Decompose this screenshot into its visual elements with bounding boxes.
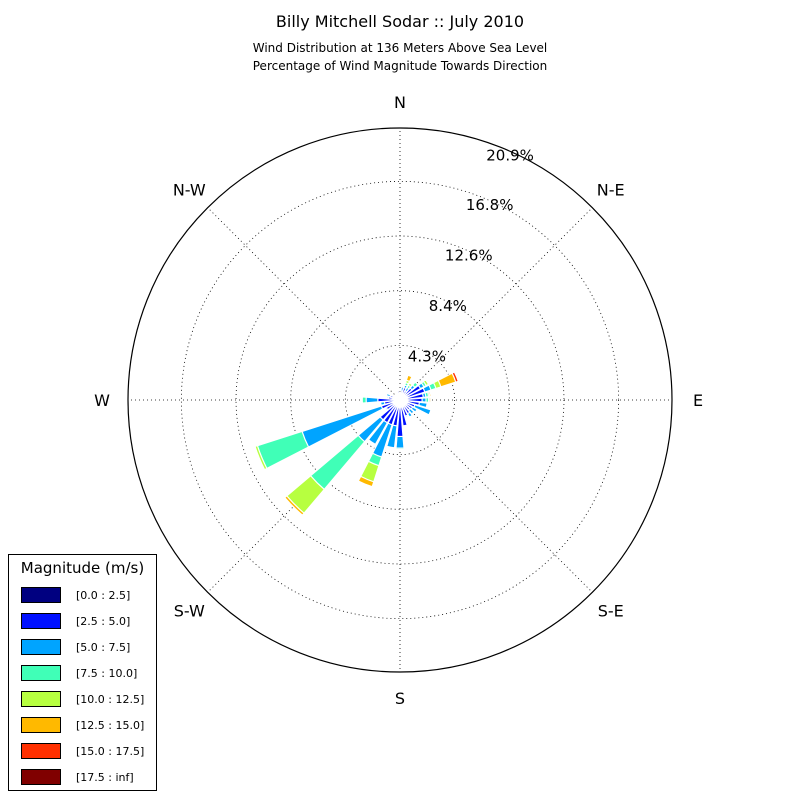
legend-swatch-0	[21, 587, 61, 603]
legend-swatch-4	[21, 691, 61, 707]
sector-22-band-2	[301, 399, 401, 448]
direction-label-s-e: S-E	[598, 602, 624, 621]
grid-spoke-n-w	[207, 207, 401, 401]
legend-label-0: [0.0 : 2.5]	[76, 589, 131, 602]
sector-24	[361, 396, 401, 404]
legend: Magnitude (m/s) [0.0 : 2.5] [2.5 : 5.0] [5…	[8, 554, 157, 791]
legend-label-5: [12.5 : 15.0]	[76, 719, 145, 732]
sector-24-band-1	[377, 397, 401, 403]
direction-label-s-w: S-W	[174, 602, 205, 621]
grid-ring-3	[180, 180, 620, 620]
polar-labels: N N-E E S-E S S-W W N-W 4.3% 8.4% 12.6% 16.8% 20.9%	[94, 93, 703, 708]
ring-label-0: 4.3%	[408, 348, 446, 366]
sector-7	[399, 390, 432, 401]
sector-8	[399, 396, 432, 404]
chart-subtitle-line-2: Percentage of Wind Magnitude Towards Dir…	[252, 59, 548, 73]
ring-label-4: 20.9%	[486, 147, 534, 165]
legend-label-1: [2.5 : 5.0]	[76, 615, 131, 628]
sector-20-band-1	[379, 399, 401, 421]
ring-label-2: 12.6%	[445, 247, 493, 265]
legend-swatch-5	[21, 717, 61, 733]
direction-label-n-e: N-E	[597, 180, 625, 199]
legend-swatch-2	[21, 639, 61, 655]
grid-ring-0	[344, 344, 456, 456]
legend-label-6: [15.0 : 17.5]	[76, 745, 145, 758]
legend-label-3: [7.5 : 10.0]	[76, 667, 138, 680]
legend-label-7: [17.5 : inf]	[76, 771, 134, 784]
direction-label-s: S	[395, 689, 405, 708]
legend-swatch-7	[21, 769, 61, 785]
sector-6	[399, 371, 460, 401]
direction-label-n: N	[394, 93, 406, 112]
legend-label-2: [5.0 : 7.5]	[76, 641, 131, 654]
sector-31-band-0	[398, 396, 401, 401]
grid-spoke-n-e	[399, 207, 593, 401]
sector-5	[399, 378, 430, 401]
ring-label-3: 16.8%	[466, 196, 514, 214]
wind-sectors	[254, 371, 460, 517]
legend-label-4: [10.0 : 12.5]	[76, 693, 145, 706]
direction-label-n-w: N-W	[173, 180, 206, 199]
polar-grid	[128, 128, 672, 672]
sector-15-band-1	[399, 399, 408, 427]
sector-16	[395, 399, 405, 451]
sector-18	[357, 399, 401, 488]
chart-title: Billy Mitchell Sodar :: July 2010	[275, 12, 525, 31]
legend-swatch-1	[21, 613, 61, 629]
sector-8-band-1	[399, 397, 423, 403]
direction-label-w: W	[94, 391, 110, 410]
ring-label-1: 8.4%	[429, 297, 467, 315]
legend-swatch-3	[21, 665, 61, 681]
legend-swatch-6	[21, 743, 61, 759]
sector-16-band-1	[396, 399, 404, 438]
grid-ring-2	[235, 235, 565, 565]
sector-22	[254, 399, 401, 471]
polar-outer-boundary	[127, 127, 673, 673]
sector-20	[283, 399, 401, 517]
direction-label-e: E	[693, 391, 703, 410]
chart-subtitle-line-1: Wind Distribution at 136 Meters Above Se…	[252, 41, 548, 55]
grid-spoke-s-e	[399, 399, 593, 593]
legend-title: Magnitude (m/s)	[20, 559, 145, 577]
sector-31	[396, 390, 401, 401]
